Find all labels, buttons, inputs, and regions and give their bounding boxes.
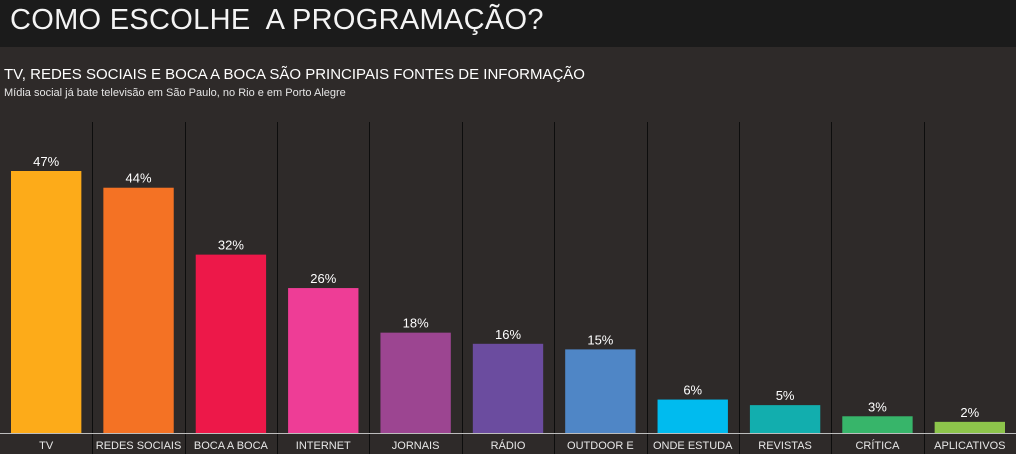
bar: [11, 171, 82, 433]
bar-value-label: 6%: [683, 383, 702, 398]
bar-value-label: 15%: [587, 332, 613, 347]
x-tick-label: RÁDIO: [491, 439, 526, 452]
chart-subtitle: Mídia social já bate televisão em São Pa…: [4, 87, 346, 99]
x-tick-label: APLICATIVOS: [934, 440, 1005, 452]
bar-value-label: 26%: [310, 271, 336, 286]
bar: [288, 288, 359, 433]
x-tick-label: REVISTAS: [758, 440, 812, 452]
x-tick-label: ONDE ESTUDA: [653, 440, 733, 452]
bar: [749, 405, 821, 433]
bar: [103, 187, 174, 433]
x-tick-label: TV: [39, 440, 54, 452]
x-tick-label: INTERNET: [296, 440, 351, 452]
bar-value-label: 47%: [33, 154, 59, 169]
bar: [842, 416, 913, 433]
bar-value-label: 2%: [960, 405, 979, 420]
bar: [657, 399, 728, 433]
page-title: COMO ESCOLHE A PROGRAMAÇÃO?: [10, 4, 544, 36]
x-tick-label: CRÍTICA: [855, 439, 900, 452]
bar-value-label: 3%: [868, 399, 887, 414]
x-tick-label: OUTDOOR E: [567, 440, 634, 452]
bar-value-label: 44%: [126, 171, 152, 186]
bar-value-label: 32%: [218, 238, 244, 253]
bar: [472, 343, 544, 433]
bar-value-label: 18%: [403, 316, 429, 331]
x-tick-label: JORNAIS: [392, 440, 440, 452]
chart-title: TV, REDES SOCIAIS E BOCA A BOCA SÃO PRIN…: [4, 66, 585, 83]
header-bar: [0, 0, 1016, 47]
bar: [565, 349, 636, 433]
bar: [380, 332, 451, 433]
bar-value-label: 16%: [495, 327, 521, 342]
x-tick-label: REDES SOCIAIS: [96, 440, 182, 452]
x-tick-label: BOCA A BOCA: [194, 440, 269, 452]
bar: [934, 421, 1005, 433]
bar: [195, 254, 267, 433]
bar-value-label: 5%: [776, 388, 795, 403]
